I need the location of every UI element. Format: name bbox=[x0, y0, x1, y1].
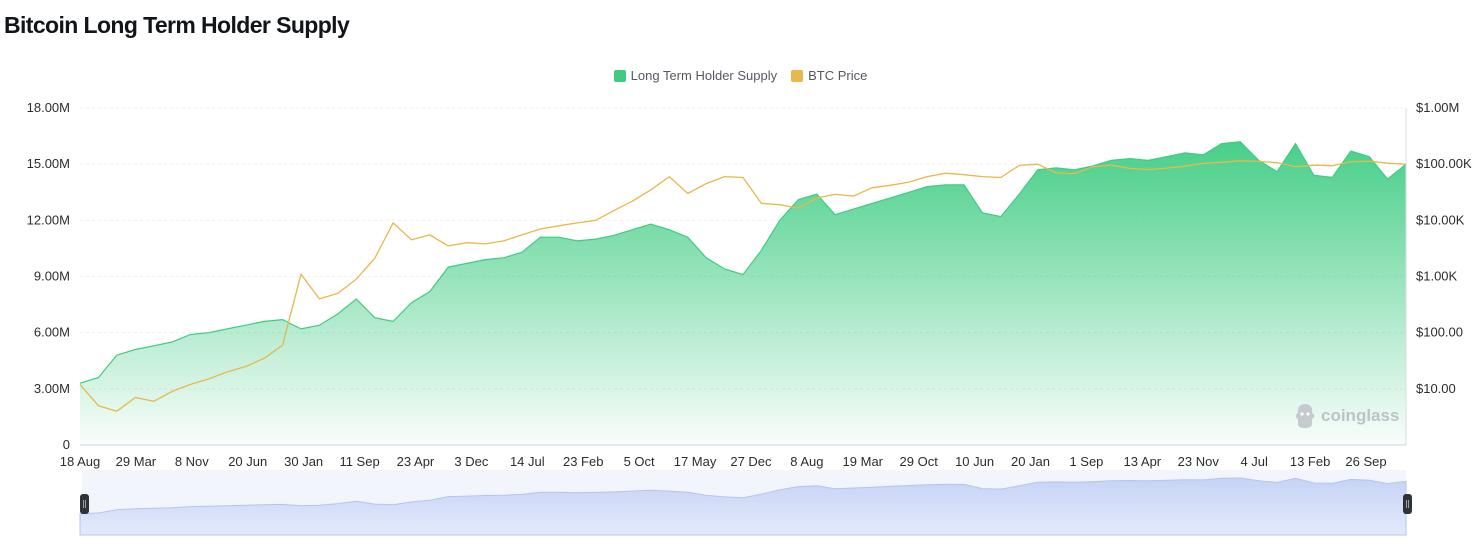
x-tick-label: 27 Dec bbox=[730, 454, 772, 469]
x-tick-label: 29 Oct bbox=[900, 454, 939, 469]
x-tick-label: 5 Oct bbox=[624, 454, 655, 469]
y-right-tick-label: $10.00K bbox=[1416, 212, 1465, 227]
x-tick-label: 8 Nov bbox=[175, 454, 209, 469]
legend-label-price: BTC Price bbox=[808, 68, 868, 83]
x-tick-label: 30 Jan bbox=[284, 454, 323, 469]
x-tick-label: 13 Apr bbox=[1124, 454, 1162, 469]
y-left-tick-label: 9.00M bbox=[34, 269, 70, 284]
chart-legend: Long Term Holder Supply BTC Price bbox=[0, 68, 1481, 83]
legend-item-price[interactable]: BTC Price bbox=[791, 68, 867, 83]
navigator-left-handle[interactable] bbox=[80, 494, 89, 514]
y-right-tick-label: $1.00K bbox=[1416, 269, 1458, 284]
x-tick-label: 18 Aug bbox=[60, 454, 101, 469]
x-tick-label: 1 Sep bbox=[1069, 454, 1103, 469]
watermark-text: coinglass bbox=[1321, 406, 1400, 425]
x-tick-label: 29 Mar bbox=[116, 454, 157, 469]
legend-item-supply[interactable]: Long Term Holder Supply bbox=[613, 68, 778, 83]
y-right-tick-label: $100.00 bbox=[1416, 325, 1463, 340]
legend-swatch-supply bbox=[613, 69, 626, 82]
x-tick-label: 26 Sep bbox=[1345, 454, 1386, 469]
y-left-tick-label: 6.00M bbox=[34, 325, 70, 340]
navigator-area bbox=[79, 477, 1407, 536]
supply-area bbox=[80, 141, 1406, 445]
x-tick-label: 4 Jul bbox=[1240, 454, 1268, 469]
x-tick-label: 20 Jan bbox=[1011, 454, 1050, 469]
x-tick-label: 10 Jun bbox=[955, 454, 994, 469]
navigator-right-handle[interactable] bbox=[1403, 494, 1412, 514]
supply-line bbox=[79, 141, 1407, 384]
y-left-tick-label: 15.00M bbox=[27, 156, 70, 171]
chart-title: Bitcoin Long Term Holder Supply bbox=[4, 12, 350, 38]
coinglass-logo-icon bbox=[1295, 404, 1315, 428]
y-left-tick-label: 0 bbox=[63, 437, 70, 452]
x-tick-label: 8 Aug bbox=[790, 454, 823, 469]
y-right-tick-label: $10.00 bbox=[1416, 381, 1456, 396]
x-tick-label: 23 Nov bbox=[1178, 454, 1220, 469]
x-tick-label: 19 Mar bbox=[843, 454, 884, 469]
legend-swatch-price bbox=[791, 69, 804, 82]
y-left-tick-label: 3.00M bbox=[34, 381, 70, 396]
x-tick-label: 20 Jun bbox=[228, 454, 267, 469]
coinglass-watermark: coinglass bbox=[1294, 402, 1399, 430]
btc-price-line bbox=[79, 160, 1407, 412]
y-left-tick-label: 12.00M bbox=[27, 212, 70, 227]
y-right-tick-label: $1.00M bbox=[1416, 100, 1459, 115]
x-tick-label: 3 Dec bbox=[454, 454, 488, 469]
x-tick-label: 13 Feb bbox=[1290, 454, 1330, 469]
x-tick-label: 17 May bbox=[674, 454, 717, 469]
x-tick-label: 23 Apr bbox=[397, 454, 435, 469]
x-tick-label: 14 Jul bbox=[510, 454, 545, 469]
x-tick-label: 11 Sep bbox=[339, 454, 379, 469]
y-left-tick-label: 18.00M bbox=[27, 100, 70, 115]
legend-label-supply: Long Term Holder Supply bbox=[630, 68, 778, 83]
x-tick-label: 23 Feb bbox=[563, 454, 603, 469]
y-right-tick-label: $100.00K bbox=[1416, 156, 1472, 171]
